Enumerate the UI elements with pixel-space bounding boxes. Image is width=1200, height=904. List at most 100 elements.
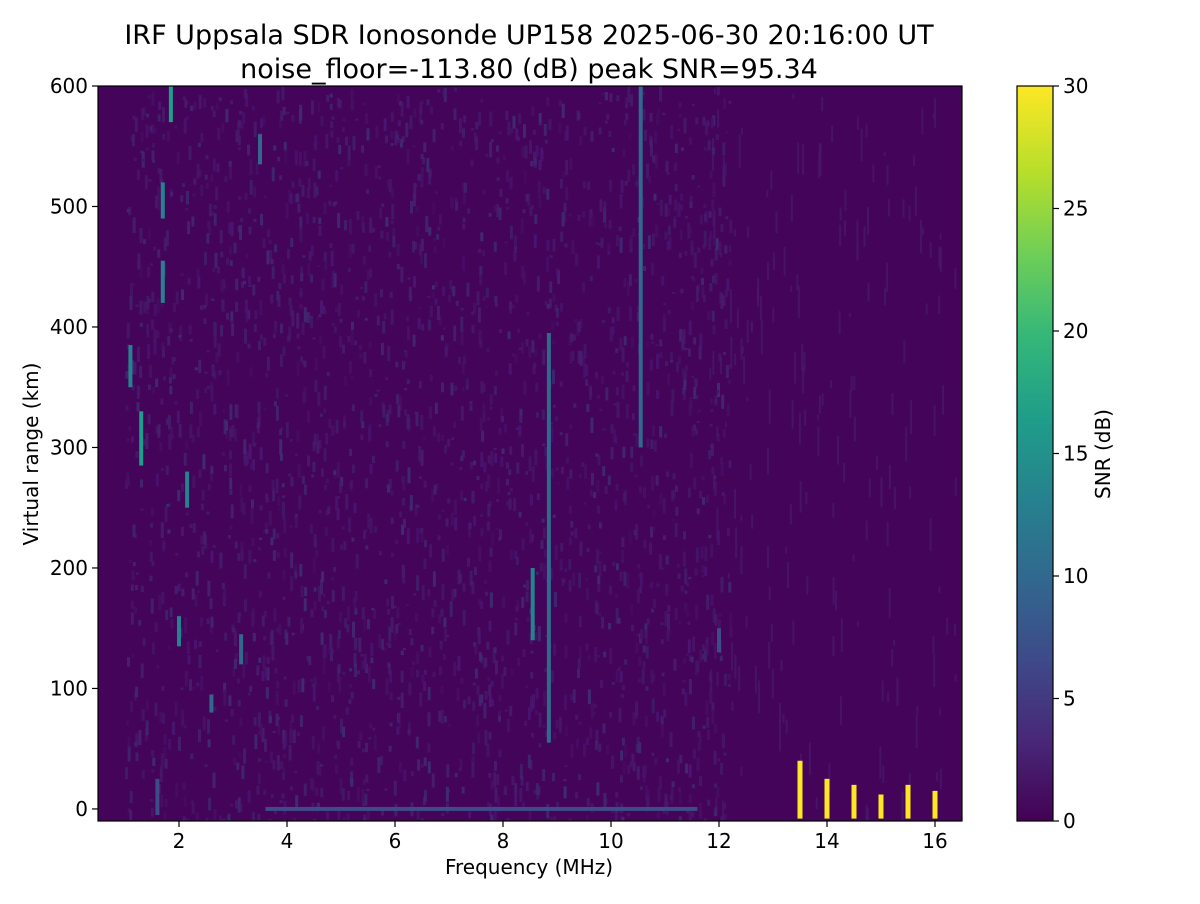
noise-cell	[623, 571, 627, 586]
noise-cell	[416, 575, 420, 591]
noise-cell	[279, 453, 283, 461]
noise-cell	[667, 225, 671, 236]
noise-cell	[185, 441, 189, 450]
echo-features	[128, 86, 938, 819]
noise-cell	[290, 476, 294, 487]
noise-cell	[413, 593, 417, 596]
noise-cell	[335, 496, 339, 511]
noise-cell	[151, 561, 155, 567]
echo-trace-vertical	[530, 567, 535, 641]
noise-cell	[237, 119, 241, 128]
noise-cell	[585, 364, 589, 377]
noise-cell	[353, 502, 357, 513]
noise-cell	[642, 243, 646, 249]
echo-trace-vertical	[139, 411, 144, 466]
noise-cell	[328, 200, 332, 206]
noise-cell	[295, 193, 299, 202]
noise-cell	[332, 202, 336, 207]
noise-cell	[685, 365, 689, 371]
noise-cell	[636, 588, 640, 604]
noise-cell	[407, 467, 411, 484]
noise-cell	[572, 334, 576, 341]
noise-cell	[632, 385, 636, 392]
noise-cell	[559, 302, 563, 312]
noise-cell	[444, 348, 448, 356]
noise-cell	[288, 326, 292, 340]
noise-cell	[249, 179, 253, 195]
noise-cell	[183, 724, 187, 729]
noise-cell	[700, 653, 704, 660]
noise-cell	[312, 461, 316, 473]
noise-cell	[484, 691, 488, 700]
noise-cell	[608, 220, 612, 229]
noise-cell	[466, 282, 470, 297]
noise-cell	[708, 241, 712, 250]
noise-cell	[687, 621, 691, 625]
heatmap-plot-area	[98, 86, 962, 821]
noise-cell	[548, 119, 552, 130]
noise-cell	[128, 426, 132, 431]
noise-cell	[349, 448, 353, 456]
noise-cell	[360, 654, 364, 657]
noise-cell	[284, 629, 288, 639]
noise-cell	[271, 645, 275, 661]
noise-cell	[506, 718, 510, 733]
noise-cell	[145, 720, 149, 736]
noise-cell	[387, 346, 391, 362]
noise-cell	[514, 622, 518, 636]
noise-cell	[620, 694, 624, 699]
noise-cell	[432, 571, 436, 587]
noise-cell	[342, 344, 345, 354]
noise-cell	[570, 694, 573, 701]
noise-cell	[389, 692, 393, 701]
noise-cell	[371, 227, 375, 233]
x-tick-label: 8	[497, 829, 510, 853]
noise-cell	[681, 336, 685, 350]
noise-cell	[531, 466, 535, 482]
noise-cell	[716, 86, 720, 96]
noise-cell	[145, 433, 149, 450]
noise-cell	[528, 456, 532, 472]
noise-cell	[525, 781, 529, 792]
noise-cell	[733, 229, 736, 237]
noise-cell	[412, 661, 416, 666]
noise-cell	[235, 130, 239, 142]
noise-cell	[611, 326, 615, 336]
noise-cell	[530, 205, 534, 210]
noise-cell	[720, 457, 723, 465]
noise-cell	[372, 679, 376, 690]
x-tick-label: 14	[814, 829, 839, 853]
noise-cell	[685, 215, 688, 219]
noise-cell	[542, 443, 546, 446]
noise-cell	[496, 774, 500, 785]
noise-cell	[656, 812, 660, 819]
noise-cell	[319, 413, 323, 417]
noise-cell	[352, 621, 355, 638]
noise-cell	[654, 153, 658, 169]
noise-cell	[413, 182, 417, 198]
noise-cell	[653, 193, 657, 201]
noise-cell	[661, 672, 665, 677]
noise-cell	[258, 657, 262, 663]
noise-cell	[229, 260, 233, 266]
noise-cell	[385, 441, 389, 448]
noise-cell	[575, 792, 579, 799]
noise-cell	[378, 424, 382, 427]
noise-cell	[586, 403, 590, 412]
noise-cell	[482, 403, 486, 415]
noise-cell	[461, 255, 465, 271]
echo-trace-vertical	[239, 634, 244, 665]
noise-cell	[165, 465, 169, 476]
noise-cell	[210, 382, 213, 393]
noise-cell	[237, 613, 241, 623]
noise-cell	[508, 469, 512, 475]
noise-cell	[626, 362, 630, 368]
noise-cell	[896, 677, 899, 706]
noise-cell	[343, 415, 347, 426]
noise-cell	[723, 98, 727, 109]
noise-cell	[297, 732, 301, 737]
noise-cell	[710, 117, 714, 129]
noise-cell	[336, 137, 340, 143]
noise-cell	[655, 224, 659, 238]
noise-cell	[167, 529, 171, 534]
